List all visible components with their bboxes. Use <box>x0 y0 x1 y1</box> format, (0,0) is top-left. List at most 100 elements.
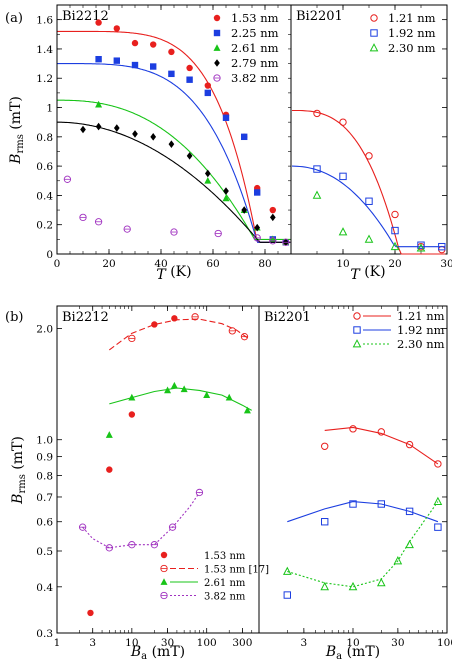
y-tick-label: 0.6 <box>36 161 53 173</box>
y-axis-title-b: Brms (mT) <box>10 436 28 505</box>
panel-b-label: (b) <box>5 310 23 325</box>
legend-marker <box>370 14 378 22</box>
data-point <box>269 237 277 245</box>
legend-label: 1.21 nm <box>388 11 436 25</box>
panel-b-right: 3 10 30 100 Bi2201 <box>258 305 452 649</box>
data-point <box>95 122 102 131</box>
fit-curve <box>57 121 291 243</box>
data-point <box>339 118 347 126</box>
data-point <box>204 169 211 178</box>
y-tick-label: 1.4 <box>36 44 53 56</box>
legend-label: 2.61 nm <box>204 578 246 589</box>
data-point <box>132 130 138 138</box>
x-tick-label: 10 <box>125 637 138 649</box>
x-tick-label: 10 <box>336 258 349 270</box>
x-tick-label: 300 <box>232 637 252 649</box>
data-point <box>170 381 178 389</box>
data-point <box>241 206 248 214</box>
y-tick-label: 1 <box>46 103 53 115</box>
y-axis-title-a: Brms (mT) <box>8 96 26 165</box>
data-point <box>434 460 442 468</box>
legend-marker <box>369 43 379 52</box>
x-tick-label: 20 <box>102 258 115 270</box>
data-point <box>222 114 230 121</box>
data-point <box>168 48 175 56</box>
data-point <box>417 241 425 249</box>
x-tick-label: 3 <box>89 637 96 649</box>
legend-marker <box>352 339 362 348</box>
data-point <box>204 176 212 184</box>
data-point <box>438 242 446 251</box>
data-point <box>150 63 157 70</box>
fit-curve <box>291 165 446 248</box>
legend-label: 1.53 nm <box>204 551 246 562</box>
data-point <box>150 41 157 48</box>
fit-curve <box>292 109 446 255</box>
x-axis-title-b-left: Ba (mT) <box>130 644 185 662</box>
series-1-53-nm-17 <box>108 313 249 351</box>
data-point <box>313 109 321 118</box>
legend-marker <box>213 44 221 51</box>
legend-label: 2.25 nm <box>231 26 279 40</box>
legend-marker <box>213 74 221 82</box>
trend-line <box>109 387 252 411</box>
x-tick-label: 30 <box>391 637 404 649</box>
data-point <box>94 218 103 226</box>
panel-title: Bi2212 <box>62 9 109 24</box>
data-point <box>204 89 211 97</box>
panel-a-left: 0 20 40 60 80 0 0.2 0.4 0.6 0.8 1 1.2 1.4 1.6 Bi2212 <box>36 4 292 270</box>
y-tick-label: 0.3 <box>36 628 53 640</box>
data-point <box>105 544 113 552</box>
data-point <box>434 523 442 531</box>
data-point <box>254 223 261 232</box>
series-2-61-nm <box>57 99 291 246</box>
data-point <box>214 229 222 238</box>
data-point <box>63 175 72 183</box>
y-tick-label: 1.0 <box>36 435 53 447</box>
data-point <box>168 140 175 148</box>
legend-label: 2.30 nm <box>388 41 436 55</box>
legend-b-left: 1.53 nm 1.53 nm [17] 2.61 nm 3.82 nm <box>160 551 269 603</box>
data-point <box>113 57 120 64</box>
y-tick-label: 2.0 <box>36 323 53 335</box>
data-point <box>128 393 136 401</box>
legend-label: 3.82 nm <box>204 592 246 603</box>
y-tick-label: 0.5 <box>36 546 53 558</box>
data-point <box>180 385 188 393</box>
data-point <box>87 609 94 617</box>
x-tick-label: 3 <box>301 637 308 649</box>
legend-item-2-25-nm: 2.25 nm <box>213 26 279 40</box>
legend-marker <box>213 14 221 22</box>
data-point <box>170 228 178 236</box>
legend-item-1-92-nm: 1.92 nm <box>353 323 445 337</box>
data-point <box>433 496 443 506</box>
data-point <box>391 226 399 235</box>
data-point <box>195 488 204 497</box>
y-tick-label: 0 <box>46 249 53 261</box>
data-point <box>106 466 113 473</box>
x-axis-title-a-left: T (K) <box>156 264 191 283</box>
legend-marker <box>213 29 221 37</box>
data-point <box>113 25 121 32</box>
data-point <box>243 406 251 414</box>
data-point <box>349 425 357 433</box>
legend-item-1-21-nm: 1.21 nm <box>370 11 436 25</box>
legend-a-right: 1.21 nm1.92 nm2.30 nm <box>369 11 436 55</box>
panel-a-label: (a) <box>5 11 23 26</box>
trend-line <box>82 492 200 549</box>
data-point <box>105 431 113 438</box>
data-point <box>282 566 292 575</box>
legend-item-2-30-nm: 2.30 nm <box>369 41 436 55</box>
data-point <box>241 133 248 141</box>
data-point <box>391 210 399 219</box>
data-point <box>128 541 136 549</box>
data-point <box>203 391 211 399</box>
data-point <box>254 189 261 196</box>
legend-marker <box>160 551 168 559</box>
y-tick-label: 1.6 <box>36 15 53 27</box>
y-tick-label: 0.6 <box>36 517 53 529</box>
x-tick-label: 100 <box>197 637 217 649</box>
legend-item-2-61-nm: 2.61 nm <box>213 41 279 55</box>
fit-curve <box>57 30 291 243</box>
